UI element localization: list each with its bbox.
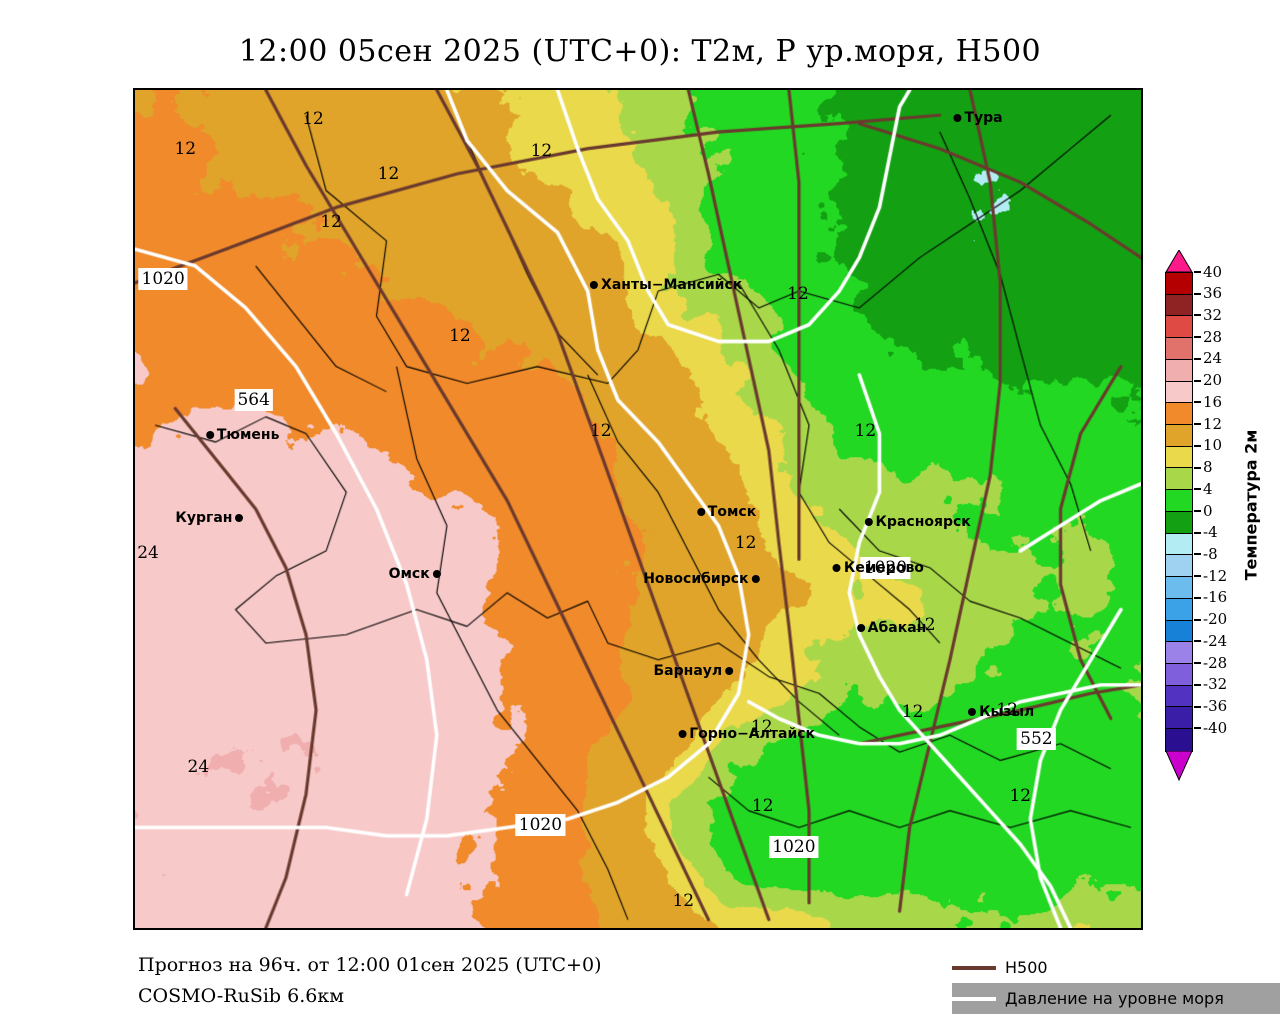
colorbar-cell [1166, 403, 1192, 426]
colorbar-cell [1166, 620, 1192, 643]
contour-value-label: 1020 [860, 557, 911, 580]
contour-value-label: 552 [1017, 727, 1056, 750]
colorbar-cell [1166, 468, 1192, 491]
colorbar-over-arrow [1165, 250, 1193, 273]
footer-text: Прогноз на 96ч. от 12:00 01сен 2025 (UTC… [138, 950, 601, 1012]
colorbar-cell [1166, 577, 1192, 599]
pressure-legend-label: Давление на уровне моря [1005, 989, 1224, 1008]
contour-value-label: 1020 [515, 813, 566, 836]
temperature-colorbar: 40 36 32 28 24 20 16 12 10 8 4 0 -4 -8 -12 -16 -20 -24 -28… [1165, 250, 1280, 790]
legend-row-h500: H500 [952, 952, 1280, 983]
colorbar-cell [1166, 663, 1192, 686]
colorbar-cell [1166, 316, 1192, 339]
colorbar-cell [1166, 707, 1192, 730]
colorbar-cell [1166, 729, 1192, 751]
colorbar-cell [1166, 273, 1192, 295]
colorbar-tick-labels: 40 36 32 28 24 20 16 12 10 8 4 0 -4 -8 -12 -16 -20 -24 -28… [1194, 264, 1264, 752]
colorbar-cell [1166, 511, 1192, 534]
map-legend: H500 Давление на уровне моря [952, 952, 1280, 1014]
colorbar-scale [1165, 272, 1193, 752]
colorbar-cell [1166, 533, 1192, 556]
forecast-line: Прогноз на 96ч. от 12:00 01сен 2025 (UTC… [138, 954, 602, 976]
page-title: 12:00 05сен 2025 (UTC+0): T2м, P ур.моря… [238, 34, 1042, 69]
colorbar-cell [1166, 294, 1192, 317]
contour-value-label: 1020 [138, 267, 188, 290]
colorbar-under-arrow [1165, 751, 1193, 781]
colorbar-cell [1166, 555, 1192, 578]
pressure-line-swatch [952, 996, 996, 1001]
colorbar-cell [1166, 425, 1192, 447]
legend-row-pressure: Давление на уровне моря [952, 983, 1280, 1014]
colorbar-cell [1166, 598, 1192, 621]
colorbar-cell [1166, 381, 1192, 404]
contour-value-label: 564 [234, 389, 273, 412]
colorbar-cell [1166, 685, 1192, 708]
temperature-field-canvas [135, 90, 1141, 928]
colorbar-cell [1166, 359, 1192, 382]
colorbar-axis-label: Температура 2м [1241, 429, 1261, 581]
weather-map[interactable]: 12 12 12 12 12 12 12 12 12 12 12 12 12 12 12 12 12 24 24 10… [133, 88, 1143, 930]
contour-value-label: 1020 [769, 835, 819, 858]
colorbar-cell [1166, 446, 1192, 469]
colorbar-cell [1166, 338, 1192, 360]
h500-legend-label: H500 [1005, 958, 1048, 977]
colorbar-cell [1166, 490, 1192, 512]
colorbar-cell [1166, 642, 1192, 664]
h500-line-swatch [952, 965, 996, 970]
model-line: COSMO-RuSib 6.6км [138, 985, 344, 1007]
